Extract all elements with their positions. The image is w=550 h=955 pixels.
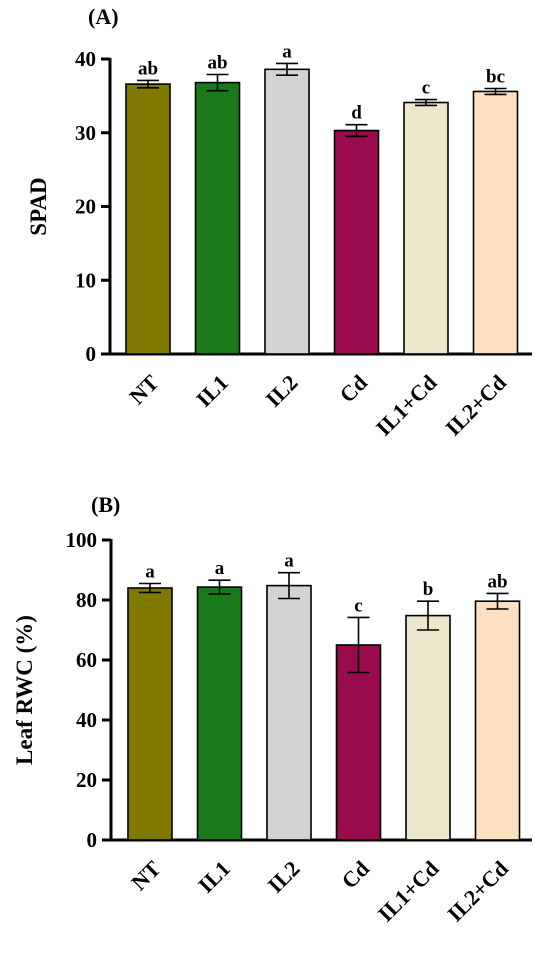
significance-letter: c [422, 78, 430, 99]
bar [405, 614, 451, 841]
y-axis-title: SPAD [26, 177, 51, 235]
significance-letter: ab [138, 58, 158, 79]
significance-letter: b [423, 579, 434, 600]
significance-letter: a [145, 562, 155, 583]
y-tick-label: 80 [76, 588, 97, 612]
y-tick-label: 20 [75, 195, 96, 219]
significance-letter: c [354, 595, 362, 616]
y-axis-title: Leaf RWC (%) [12, 615, 37, 765]
y-tick-label: 100 [66, 528, 98, 552]
bar [472, 90, 519, 355]
significance-letter: a [215, 558, 225, 579]
x-category-label: IL1 [191, 370, 233, 412]
bar [335, 644, 382, 841]
bar [127, 587, 173, 841]
x-category-label: IL2 [261, 370, 303, 412]
bar [333, 129, 380, 355]
y-tick-label: 40 [75, 47, 96, 71]
bar [266, 584, 312, 841]
x-category-label: IL2+Cd [440, 370, 511, 441]
significance-letter: ab [487, 571, 507, 592]
y-tick-label: 0 [86, 342, 97, 366]
bar [403, 101, 449, 355]
chart-panel-b: (B) Leaf RWC (%) 0 20 40 60 80 100 a NT a IL1 a IL2 c C… [12, 492, 532, 927]
bar [264, 68, 310, 355]
x-category-label: IL1 [193, 856, 235, 898]
y-tick-label: 40 [76, 708, 97, 732]
x-category-label: IL1+Cd [373, 856, 444, 927]
y-tick-label: 0 [87, 828, 98, 852]
significance-letter: ab [207, 52, 227, 73]
y-tick-label: 20 [76, 768, 97, 792]
bar [125, 83, 171, 355]
bar [196, 586, 243, 841]
x-category-label: IL1+Cd [371, 370, 442, 441]
x-category-label: NT [126, 856, 166, 896]
y-tick-label: 10 [75, 268, 96, 292]
significance-letter: bc [486, 67, 505, 88]
y-tick-label: 60 [76, 648, 97, 672]
bar [194, 81, 241, 355]
significance-letter: a [282, 41, 292, 62]
panel-label: (B) [91, 492, 120, 517]
chart-panel-a: (A) SPAD 0 10 20 30 40 ab NT ab IL1 a IL2 d Cd c IL1+Cd b… [26, 4, 532, 441]
panel-label: (A) [88, 4, 119, 29]
significance-letter: d [351, 103, 362, 124]
x-category-label: Cd [334, 370, 372, 408]
x-category-label: Cd [336, 856, 374, 894]
x-category-label: NT [124, 370, 164, 410]
x-category-label: IL2+Cd [442, 856, 513, 927]
x-category-label: IL2 [263, 856, 305, 898]
y-tick-label: 30 [75, 121, 96, 145]
significance-letter: a [284, 551, 294, 572]
bar [474, 600, 521, 841]
